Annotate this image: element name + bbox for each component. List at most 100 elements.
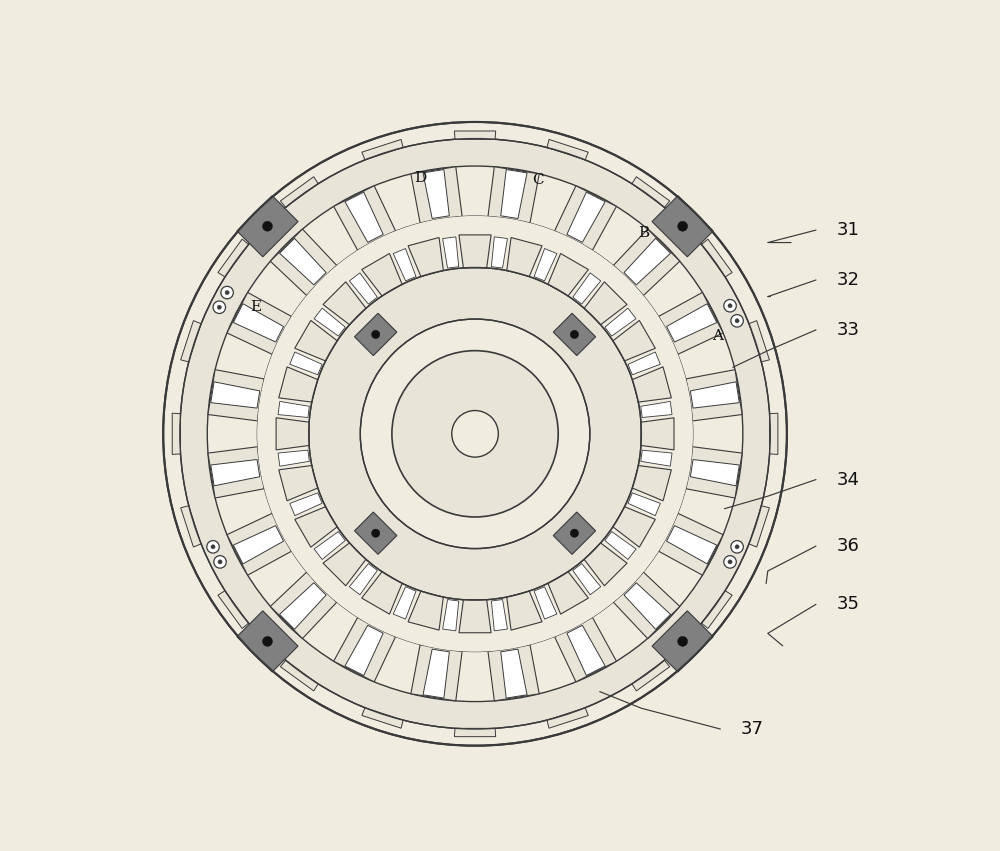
Polygon shape <box>613 229 680 295</box>
Polygon shape <box>423 649 449 698</box>
Polygon shape <box>553 313 596 356</box>
Text: 31: 31 <box>837 221 860 239</box>
Polygon shape <box>227 293 292 354</box>
Polygon shape <box>355 313 397 356</box>
Circle shape <box>262 221 272 231</box>
Polygon shape <box>349 563 377 595</box>
Polygon shape <box>605 532 636 559</box>
Polygon shape <box>362 254 402 296</box>
Polygon shape <box>362 708 403 728</box>
Polygon shape <box>628 352 660 374</box>
Polygon shape <box>323 543 366 585</box>
Circle shape <box>735 319 739 323</box>
Circle shape <box>392 351 558 517</box>
Circle shape <box>214 556 226 568</box>
Polygon shape <box>749 505 769 547</box>
Circle shape <box>678 221 688 231</box>
Circle shape <box>217 306 221 309</box>
Polygon shape <box>613 506 655 547</box>
Polygon shape <box>454 131 496 140</box>
Polygon shape <box>355 512 397 554</box>
Polygon shape <box>393 587 416 620</box>
Circle shape <box>735 545 739 549</box>
Polygon shape <box>211 382 260 408</box>
Polygon shape <box>408 591 443 630</box>
Text: B: B <box>638 226 649 240</box>
Polygon shape <box>270 229 337 295</box>
Polygon shape <box>290 493 322 516</box>
Polygon shape <box>459 235 491 268</box>
Polygon shape <box>548 254 588 296</box>
Polygon shape <box>641 402 672 418</box>
Polygon shape <box>334 186 396 250</box>
Polygon shape <box>573 273 601 304</box>
Circle shape <box>207 540 219 553</box>
Circle shape <box>262 637 272 647</box>
Polygon shape <box>686 447 742 498</box>
Polygon shape <box>218 591 249 629</box>
Polygon shape <box>553 512 596 554</box>
Text: 36: 36 <box>837 537 860 555</box>
Polygon shape <box>690 460 739 486</box>
Text: 34: 34 <box>837 471 860 488</box>
Polygon shape <box>345 192 383 243</box>
Circle shape <box>570 529 579 537</box>
Polygon shape <box>181 321 201 362</box>
Polygon shape <box>667 526 717 564</box>
Polygon shape <box>686 369 742 421</box>
Polygon shape <box>632 177 670 208</box>
Polygon shape <box>488 645 539 701</box>
Polygon shape <box>459 600 491 633</box>
Polygon shape <box>280 238 326 285</box>
Polygon shape <box>501 169 527 219</box>
Polygon shape <box>584 543 627 585</box>
Circle shape <box>452 410 498 457</box>
Circle shape <box>678 637 688 647</box>
Circle shape <box>728 304 732 308</box>
Text: C: C <box>533 173 544 186</box>
Polygon shape <box>652 196 713 257</box>
Polygon shape <box>659 513 723 575</box>
Polygon shape <box>411 645 462 701</box>
Polygon shape <box>702 591 732 629</box>
Polygon shape <box>237 611 298 672</box>
Polygon shape <box>690 382 739 408</box>
Text: E: E <box>250 300 261 314</box>
Circle shape <box>731 315 743 327</box>
Circle shape <box>218 560 222 564</box>
Polygon shape <box>567 192 605 243</box>
Circle shape <box>221 286 233 299</box>
Polygon shape <box>276 418 309 450</box>
Polygon shape <box>567 625 605 676</box>
Polygon shape <box>218 239 249 277</box>
Polygon shape <box>659 293 723 354</box>
Polygon shape <box>491 237 507 268</box>
Polygon shape <box>547 140 588 160</box>
Text: 35: 35 <box>837 596 860 614</box>
Polygon shape <box>295 506 337 547</box>
Polygon shape <box>613 572 680 638</box>
Polygon shape <box>345 625 383 676</box>
Polygon shape <box>770 414 778 454</box>
Polygon shape <box>507 591 542 630</box>
Circle shape <box>372 529 380 537</box>
Text: 33: 33 <box>837 321 860 339</box>
Polygon shape <box>408 237 443 277</box>
Polygon shape <box>227 513 292 575</box>
Polygon shape <box>641 450 672 466</box>
Polygon shape <box>279 367 318 403</box>
Polygon shape <box>280 660 318 691</box>
Text: 32: 32 <box>837 271 860 289</box>
Polygon shape <box>454 728 496 737</box>
Polygon shape <box>349 273 377 304</box>
Polygon shape <box>290 352 322 374</box>
Polygon shape <box>573 563 601 595</box>
Polygon shape <box>393 248 416 281</box>
Polygon shape <box>362 140 403 160</box>
Polygon shape <box>314 308 345 336</box>
Polygon shape <box>624 583 671 629</box>
Polygon shape <box>208 369 264 421</box>
Polygon shape <box>211 460 260 486</box>
Text: A: A <box>712 328 723 343</box>
Circle shape <box>724 556 736 568</box>
